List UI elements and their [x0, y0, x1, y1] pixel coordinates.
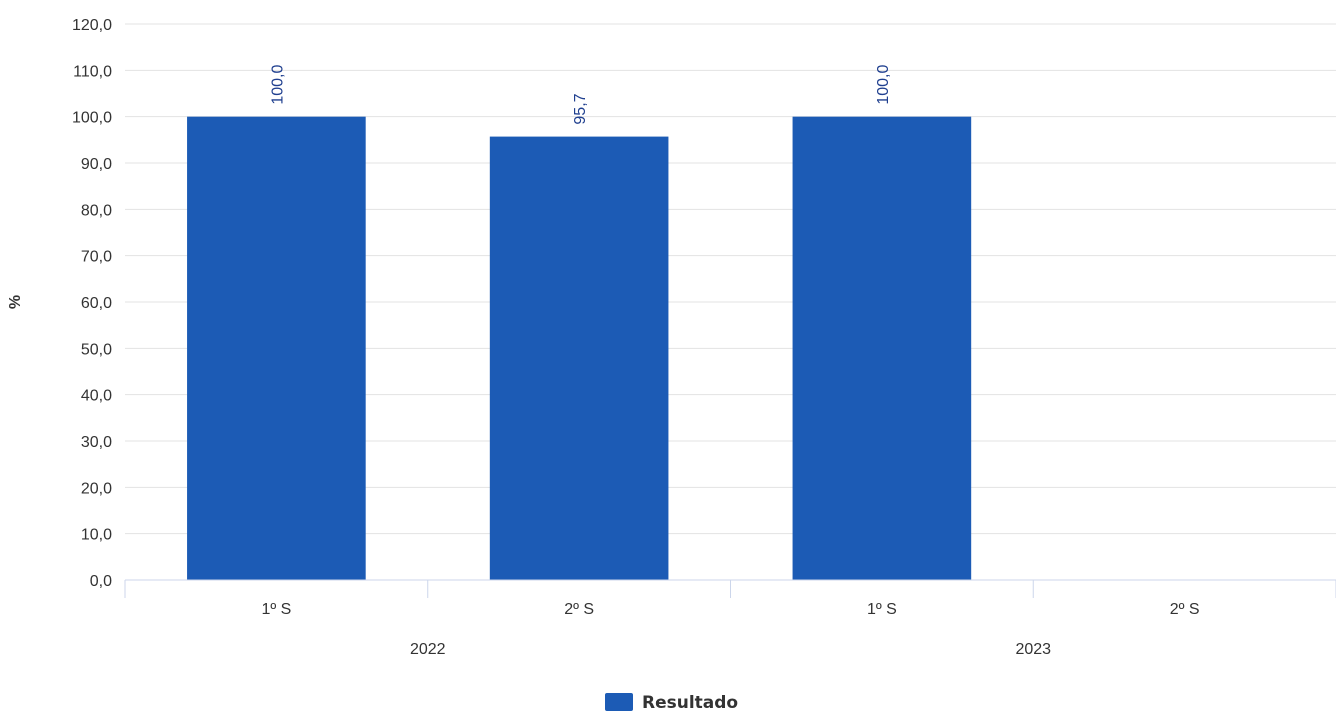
- x-tick-label: 1º S: [867, 601, 897, 618]
- x-tick-label: 2º S: [564, 601, 594, 618]
- y-tick-label: 110,0: [73, 63, 112, 80]
- legend-label: Resultado: [642, 693, 738, 711]
- bar[interactable]: [489, 136, 669, 580]
- y-tick-label: 120,0: [72, 17, 112, 34]
- y-tick-label: 80,0: [81, 202, 112, 219]
- data-labels: 100,0 95,7 100,0: [269, 65, 892, 125]
- x-tick-label: 1º S: [261, 601, 291, 618]
- y-tick-label: 100,0: [72, 110, 112, 127]
- bars: [187, 116, 972, 581]
- x-group-label: 2022: [410, 641, 446, 658]
- x-axis: [124, 579, 1336, 598]
- x-group-label: 2023: [1015, 641, 1051, 658]
- y-tick-label: 0,0: [90, 573, 112, 590]
- x-tick-label: 2º S: [1170, 601, 1200, 618]
- legend[interactable]: Resultado: [605, 693, 738, 711]
- y-tick-label: 50,0: [81, 341, 112, 358]
- y-tick-label: 70,0: [81, 249, 112, 266]
- y-tick-label: 10,0: [81, 527, 112, 544]
- legend-swatch: [605, 693, 633, 711]
- bar-data-label: 100,0: [875, 65, 892, 105]
- y-axis-ticks: 0,0 10,0 20,0 30,0 40,0 50,0 60,0 70,0 80,0 90,0 1…: [72, 17, 112, 590]
- y-tick-label: 40,0: [81, 388, 112, 405]
- bar[interactable]: [792, 116, 972, 581]
- y-tick-label: 20,0: [81, 480, 112, 497]
- x-axis-ticks: 1º S 2º S 1º S 2º S 2022 2023: [261, 601, 1199, 658]
- y-tick-label: 60,0: [81, 295, 112, 312]
- y-axis-label: %: [7, 295, 24, 309]
- bar-data-label: 95,7: [572, 93, 589, 124]
- y-tick-label: 30,0: [81, 434, 112, 451]
- bar[interactable]: [187, 116, 366, 581]
- bar-data-label: 100,0: [269, 65, 286, 105]
- y-tick-label: 90,0: [81, 156, 112, 173]
